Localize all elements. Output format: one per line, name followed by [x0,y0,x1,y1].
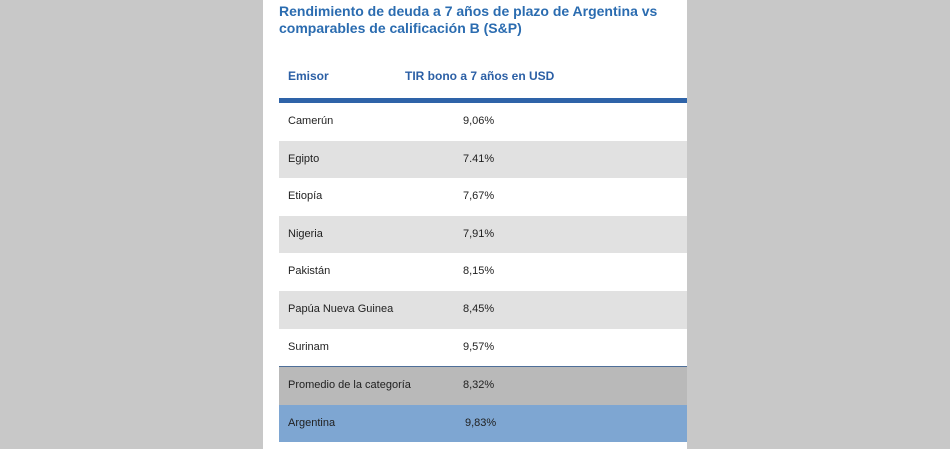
table-row: Camerún 9,06% [279,103,687,141]
emisor-cell: Argentina [288,416,336,429]
emisor-cell: Pakistán [288,265,331,278]
yield-table: Emisor TIR bono a 7 años en USD Camerún … [279,56,687,443]
table-row: Papúa Nueva Guinea 8,45% [279,290,687,329]
emisor-cell: Nigeria [288,227,323,240]
tir-cell: 9,06% [463,115,495,127]
tir-cell: 7.41% [463,152,495,165]
tir-cell: 7,67% [463,190,495,203]
page-title: Rendimiento de deuda a 7 años de plazo d… [279,3,658,36]
emisor-cell: Papúa Nueva Guinea [288,302,394,315]
tir-cell: 7,91% [463,227,495,240]
argentina-row: Argentina 9,83% [279,404,687,443]
emisor-cell: Surinam [288,340,329,353]
content-panel: Rendimiento de deuda a 7 años de plazo d… [263,0,687,449]
emisor-cell: Promedio de la categoría [288,379,411,392]
tir-cell: 8,45% [463,302,495,315]
table-row: Pakistán 8,15% [279,253,687,291]
table-row: Nigeria 7,91% [279,215,687,254]
column-header-tir: TIR bono a 7 años en USD [405,69,555,83]
emisor-cell: Etiopía [288,190,323,203]
tir-cell: 9,57% [463,340,495,353]
table-header: Emisor TIR bono a 7 años en USD [279,56,687,103]
emisor-cell: Egipto [288,152,320,165]
table-row: Etiopía 7,67% [279,178,687,216]
tir-cell: 8,32% [463,379,495,392]
tir-cell: 9,83% [465,416,497,429]
table-row: Egipto 7.41% [279,140,687,179]
table-row: Surinam 9,57% [279,329,687,367]
average-row: Promedio de la categoría 8,32% [279,366,687,405]
emisor-cell: Camerún [288,115,334,127]
column-header-emisor: Emisor [288,69,329,83]
tir-cell: 8,15% [463,265,495,278]
